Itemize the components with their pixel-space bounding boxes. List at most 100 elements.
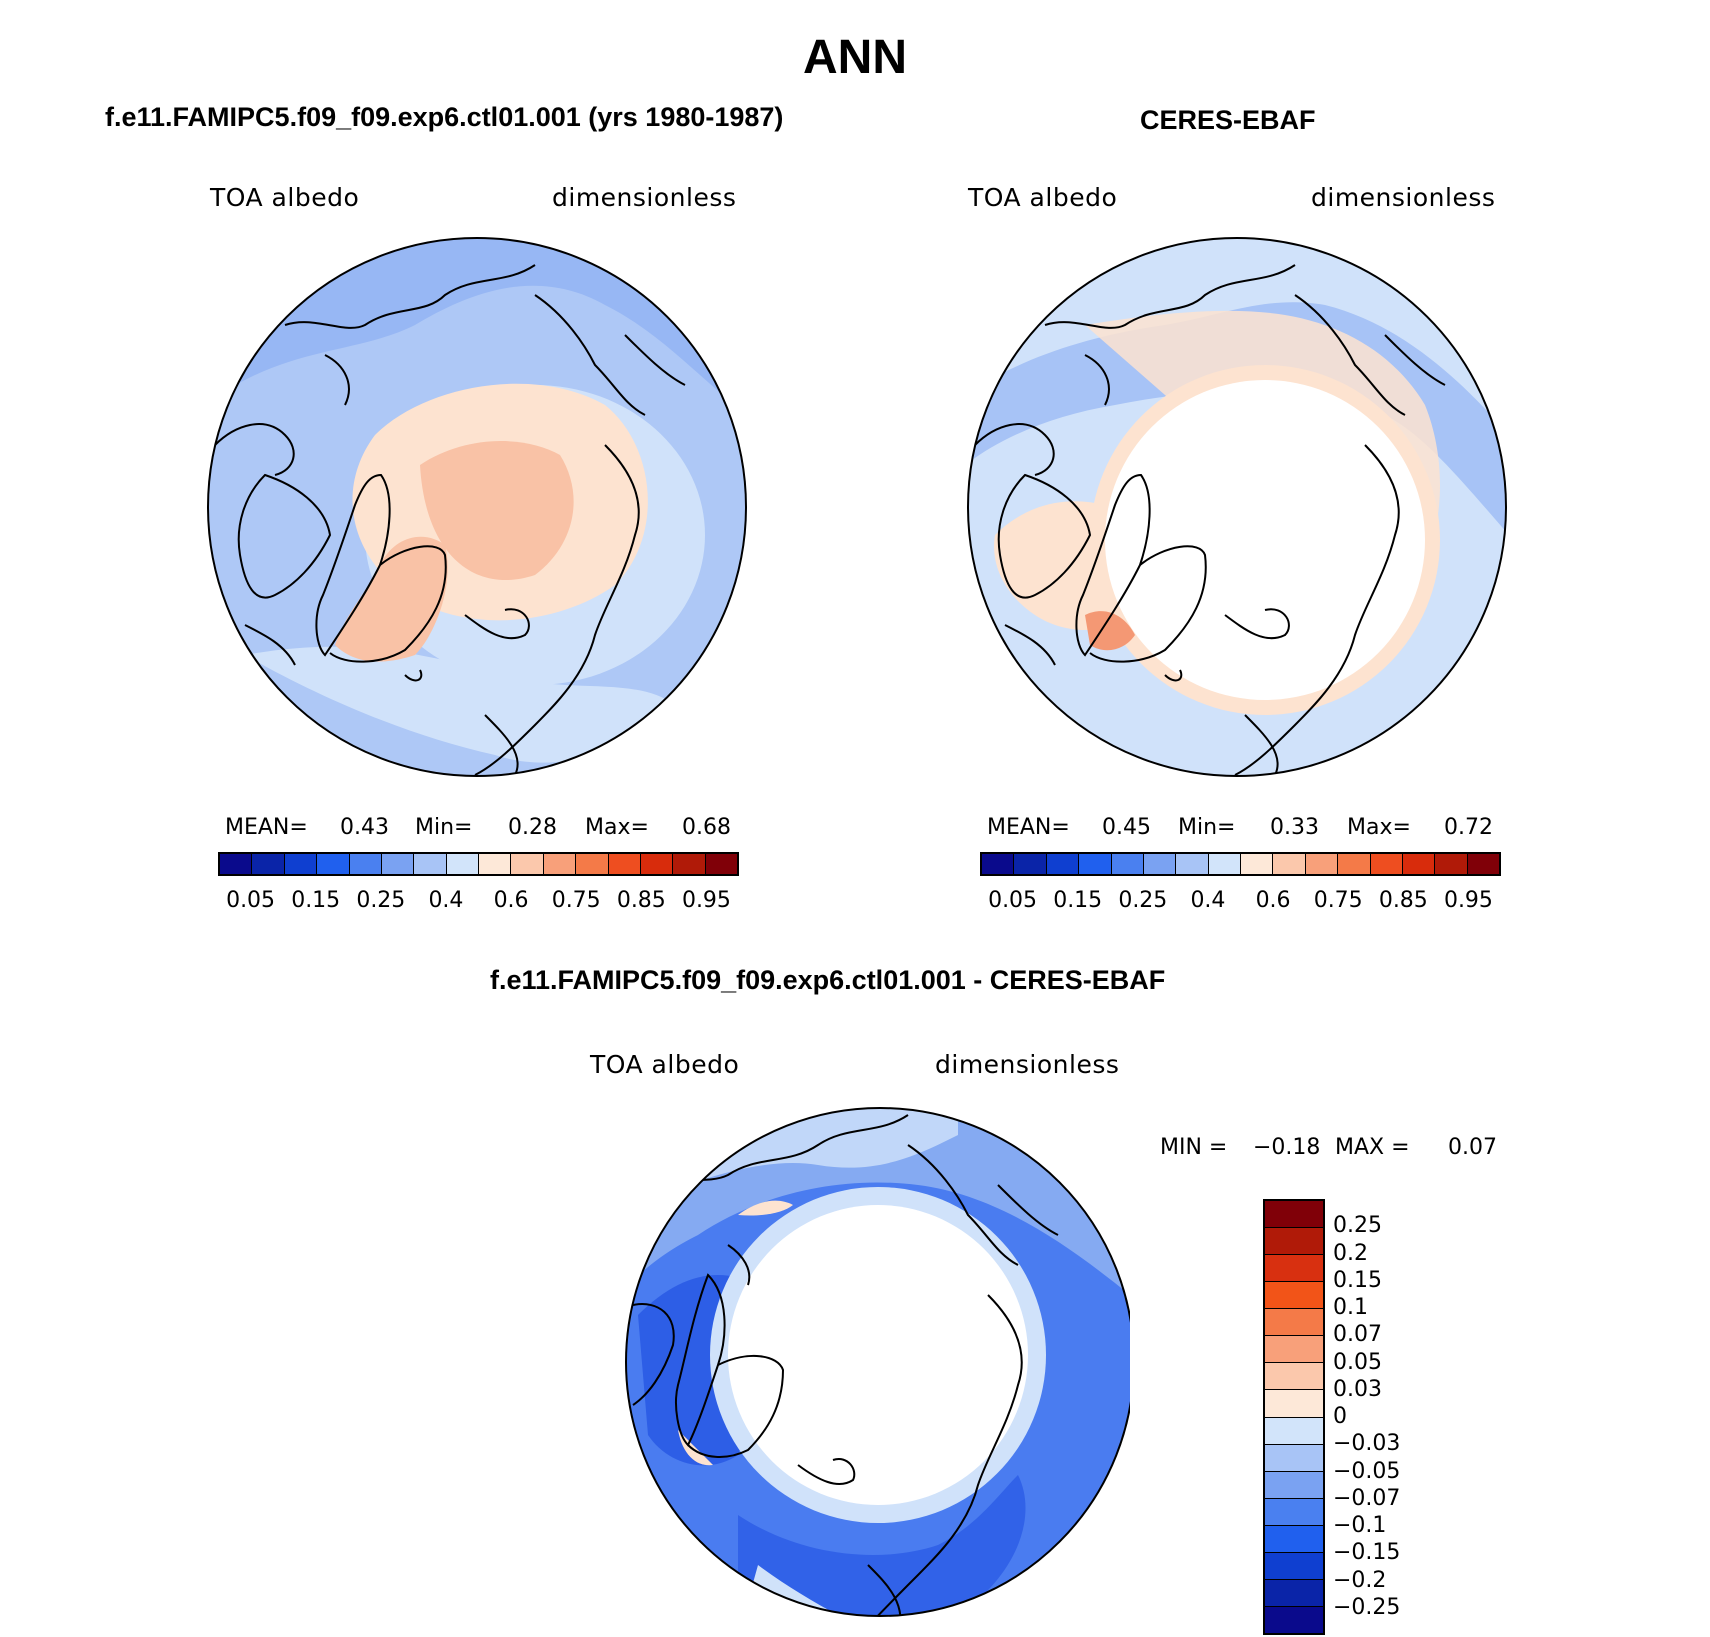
colorbar-tick-label: −0.07 — [1333, 1485, 1401, 1511]
map-fill — [245, 646, 675, 763]
colorbar-tick-label: 0.25 — [1333, 1213, 1382, 1239]
colorbar-tick-label: 0.6 — [1255, 888, 1291, 913]
diff-max-value: 0.07 — [1448, 1135, 1497, 1160]
colorbar-swatch — [1467, 854, 1499, 874]
colorbar-tick-label: 0.05 — [226, 888, 276, 913]
colorbar-swatch — [1143, 854, 1177, 874]
model-min-label: Min= — [415, 815, 473, 840]
diff-colorbar-ticks: 0.25 0.2 0.15 0.1 0.07 0.05 0.03 0 −0.03 −0.05 −0.… — [1333, 1199, 1453, 1635]
colorbar-tick-label: −0.2 — [1333, 1567, 1387, 1593]
diff-units-label: dimensionless — [935, 1050, 1120, 1079]
obs-mean-label: MEAN= — [987, 815, 1070, 840]
colorbar-swatch — [1176, 854, 1209, 874]
colorbar-tick-label: 0.15 — [1333, 1267, 1382, 1293]
colorbar-swatch — [543, 854, 577, 874]
map-border — [625, 1107, 1130, 1617]
colorbar-swatch — [608, 854, 641, 874]
obs-max-value: 0.72 — [1444, 815, 1493, 840]
diff-panel-title: f.e11.FAMIPC5.f09_f09.exp6.ctl01.001 - C… — [490, 965, 1166, 995]
colorbar-tick-label: 0.07 — [1333, 1322, 1382, 1348]
map-fill — [678, 1430, 713, 1466]
colorbar-swatch — [1265, 1417, 1323, 1445]
colorbar-tick-label: −0.25 — [1333, 1594, 1401, 1620]
obs-min-label: Min= — [1178, 815, 1236, 840]
obs-mean-value: 0.45 — [1102, 815, 1151, 840]
diff-polar-map — [625, 1107, 1130, 1617]
colorbar-tick-label: 0.6 — [493, 888, 529, 913]
diff-min-value: −0.18 — [1253, 1135, 1321, 1160]
colorbar-tick-label: 0.85 — [616, 888, 666, 913]
model-colorbar-ticks: 0.05 0.15 0.25 0.4 0.6 0.75 0.85 0.95 — [218, 888, 739, 918]
colorbar-swatch — [1208, 854, 1241, 874]
model-units-label: dimensionless — [552, 183, 737, 212]
map-fill — [335, 536, 448, 662]
obs-units-label: dimensionless — [1311, 183, 1496, 212]
colorbar-tick-label: −0.05 — [1333, 1458, 1401, 1484]
colorbar-tick-label: 0.4 — [1190, 888, 1226, 913]
colorbar-tick-label: 0.2 — [1333, 1240, 1368, 1266]
colorbar-swatch — [1265, 1471, 1323, 1499]
colorbar-tick-label: 0 — [1333, 1404, 1347, 1429]
colorbar-swatch — [1265, 1336, 1323, 1364]
diff-min-label: MIN = — [1160, 1135, 1228, 1160]
colorbar-swatch — [252, 854, 285, 874]
colorbar-swatch — [982, 854, 1015, 874]
coastlines — [214, 264, 686, 776]
map-fill — [1105, 380, 1425, 700]
model-colorbar — [218, 852, 739, 876]
model-mean-label: MEAN= — [225, 815, 308, 840]
map-fill — [420, 441, 574, 581]
colorbar-swatch — [511, 854, 544, 874]
colorbar-swatch — [1265, 1201, 1323, 1229]
colorbar-swatch — [1338, 854, 1371, 874]
colorbar-tick-label: 0.15 — [291, 888, 341, 913]
colorbar-tick-label: 0.05 — [988, 888, 1038, 913]
colorbar-tick-label: −0.15 — [1333, 1540, 1401, 1566]
colorbar-swatch — [1265, 1255, 1323, 1283]
colorbar-tick-label: 0.25 — [1118, 888, 1168, 913]
colorbar-swatch — [220, 854, 253, 874]
colorbar-tick-label: 0.25 — [356, 888, 406, 913]
diff-max-label: MAX = — [1335, 1135, 1410, 1160]
obs-polar-map — [967, 237, 1507, 777]
colorbar-swatch — [1265, 1282, 1323, 1310]
colorbar-tick-label: 0.75 — [551, 888, 601, 913]
colorbar-swatch — [1435, 854, 1468, 874]
obs-min-value: 0.33 — [1270, 815, 1319, 840]
map-fill — [208, 238, 746, 415]
colorbar-swatch — [1265, 1363, 1323, 1391]
main-title: ANN — [803, 31, 907, 84]
colorbar-swatch — [479, 854, 512, 874]
colorbar-swatch — [414, 854, 447, 874]
colorbar-swatch — [576, 854, 609, 874]
obs-panel-title: CERES-EBAF — [1140, 105, 1316, 135]
obs-max-label: Max= — [1347, 815, 1411, 840]
colorbar-swatch — [640, 854, 674, 874]
colorbar-tick-label: 0.95 — [681, 888, 731, 913]
colorbar-swatch — [673, 854, 706, 874]
map-fill — [738, 1200, 793, 1216]
colorbar-swatch — [1014, 854, 1047, 874]
colorbar-tick-label: 0.15 — [1053, 888, 1103, 913]
obs-variable-label: TOA albedo — [968, 183, 1118, 212]
colorbar-swatch — [1265, 1309, 1323, 1337]
colorbar-swatch — [284, 854, 318, 874]
colorbar-swatch — [1241, 854, 1274, 874]
map-fill — [738, 1475, 1026, 1615]
colorbar-tick-label: 0.85 — [1378, 888, 1428, 913]
diff-variable-label: TOA albedo — [590, 1050, 740, 1079]
model-min-value: 0.28 — [508, 815, 557, 840]
colorbar-swatch — [1079, 854, 1112, 874]
colorbar-swatch — [1265, 1444, 1323, 1472]
model-variable-label: TOA albedo — [210, 183, 360, 212]
colorbar-tick-label: 0.03 — [1333, 1376, 1382, 1402]
map-fill — [1085, 611, 1135, 651]
colorbar-swatch — [1265, 1525, 1323, 1553]
colorbar-swatch — [1111, 854, 1144, 874]
colorbar-swatch — [1046, 854, 1080, 874]
colorbar-swatch — [1273, 854, 1306, 874]
map-fill — [728, 1205, 1028, 1505]
colorbar-tick-label: 0.4 — [428, 888, 464, 913]
colorbar-swatch — [1305, 854, 1339, 874]
colorbar-swatch — [1370, 854, 1403, 874]
